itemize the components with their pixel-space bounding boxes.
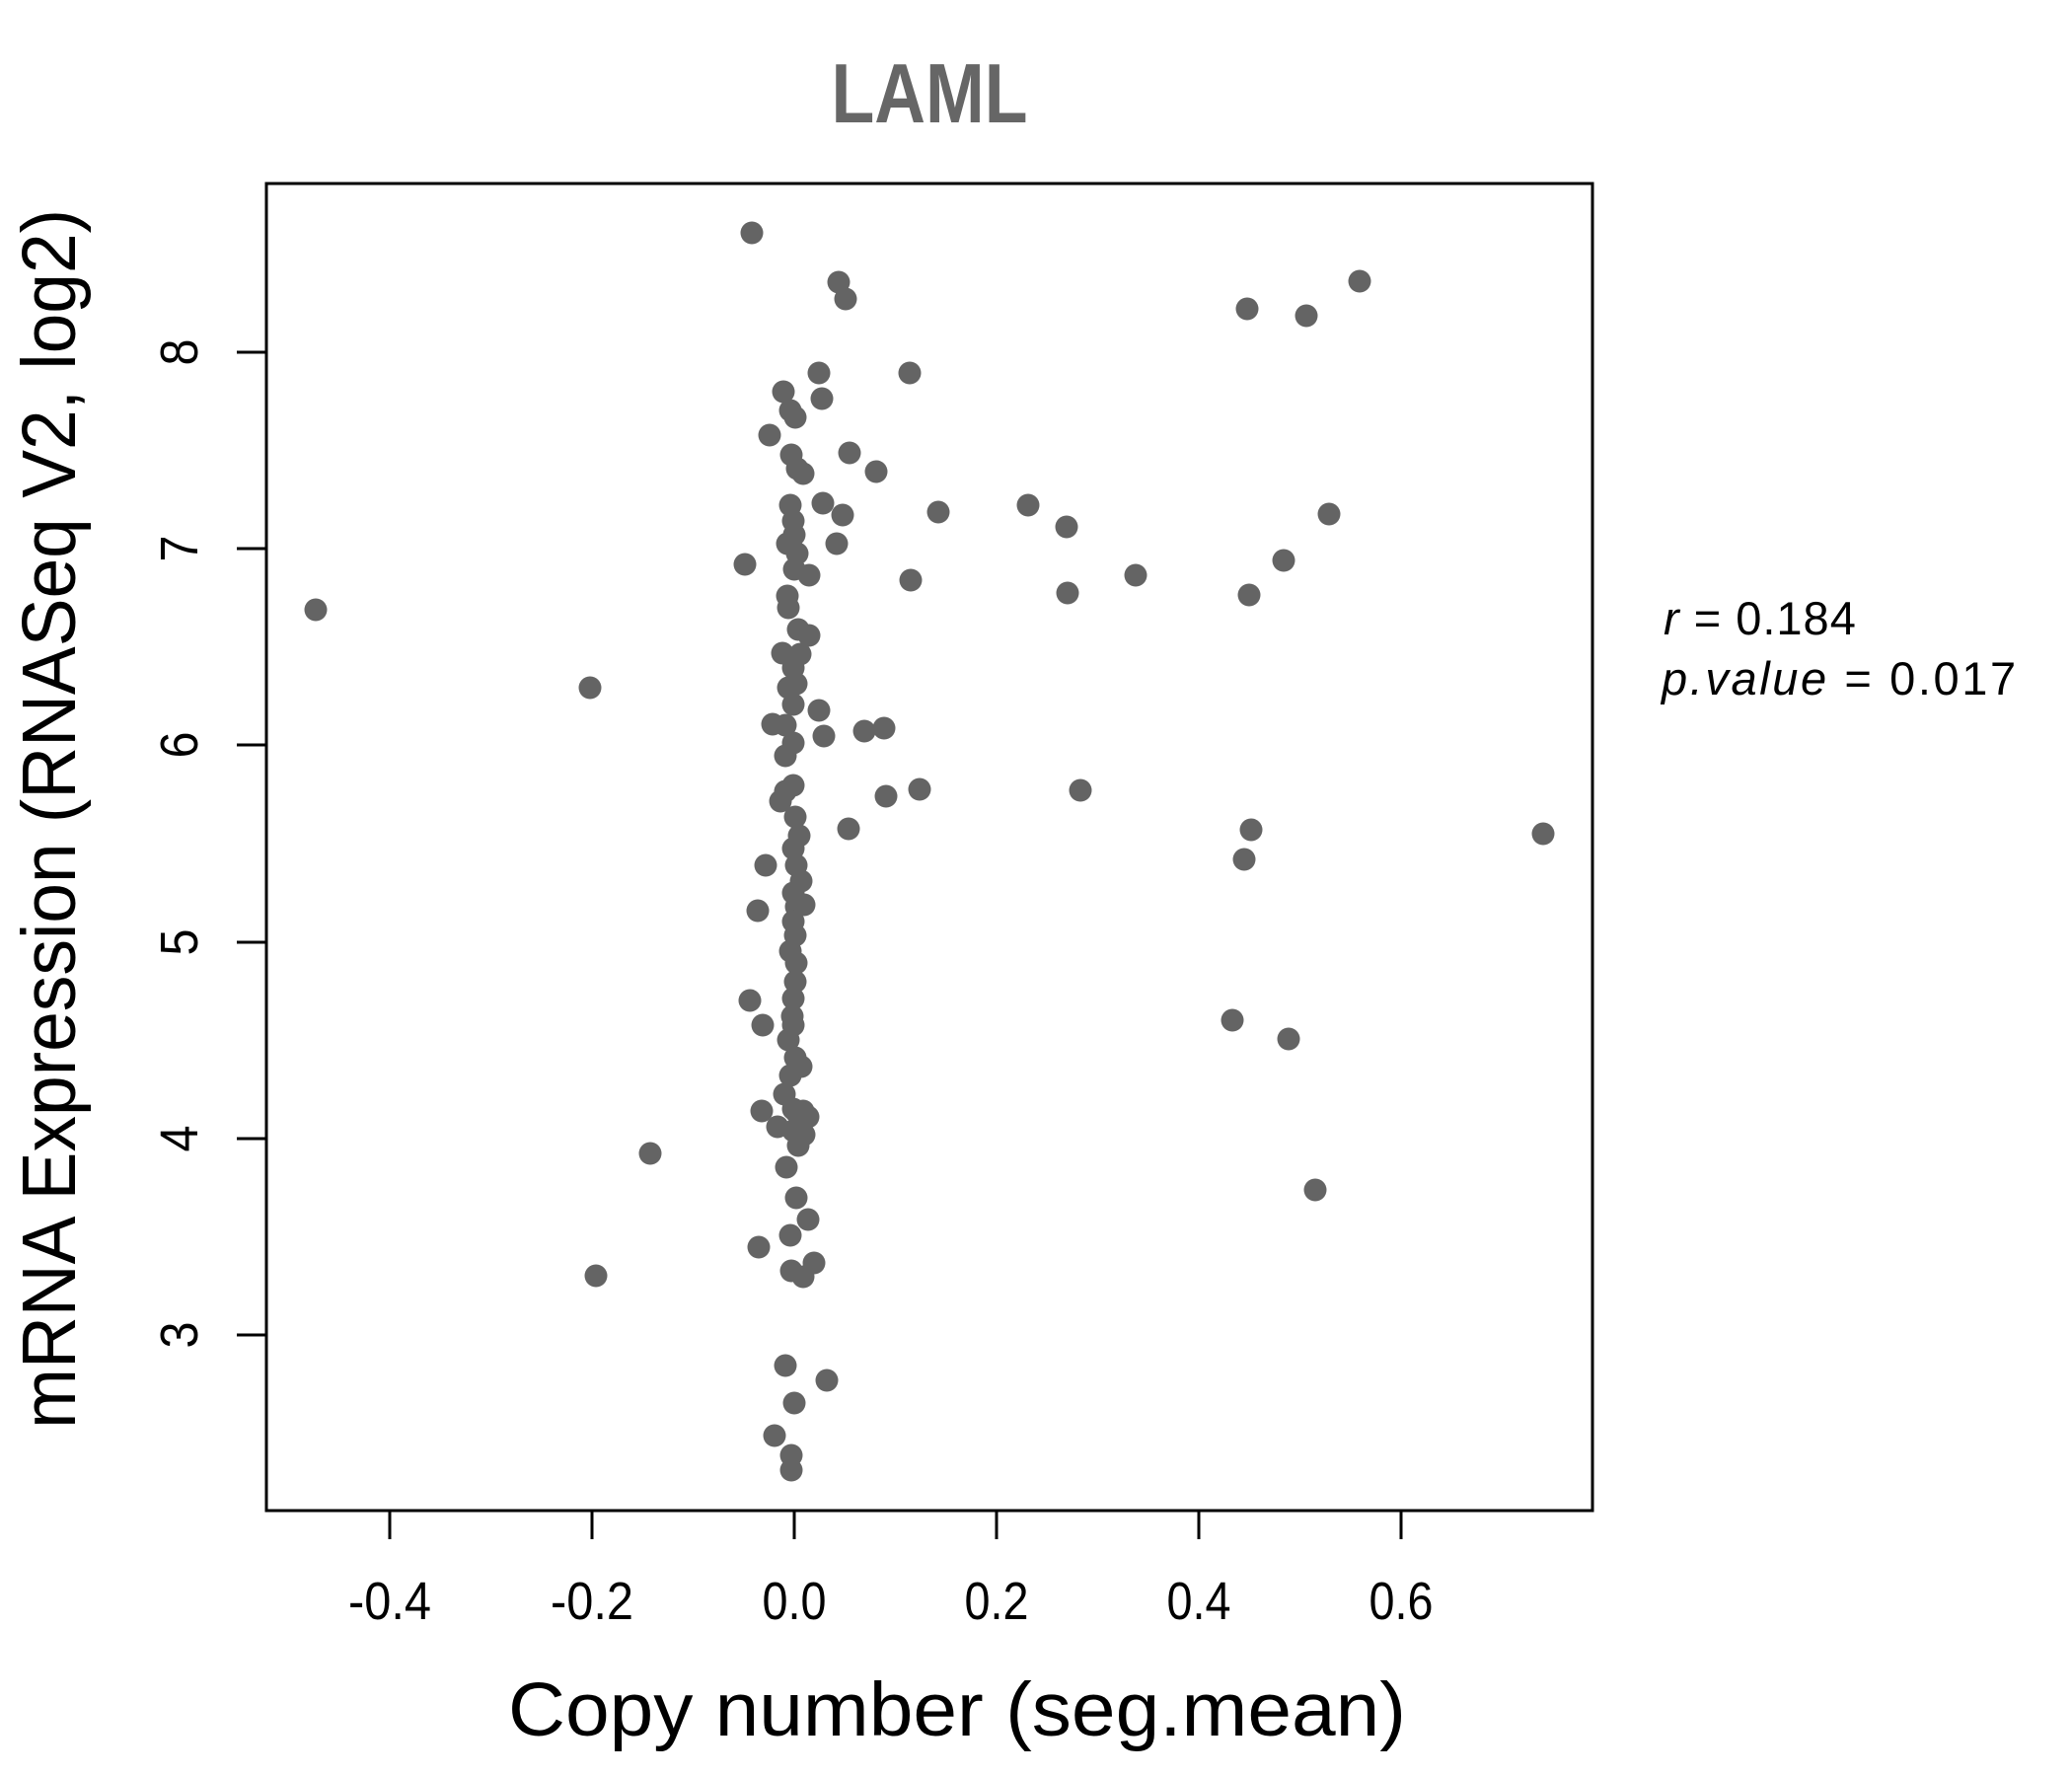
svg-text:8: 8 bbox=[150, 339, 209, 366]
svg-text:Copy number (seg.mean): Copy number (seg.mean) bbox=[508, 1667, 1406, 1752]
svg-text:7: 7 bbox=[150, 536, 209, 562]
svg-text:-0.2: -0.2 bbox=[551, 1572, 633, 1631]
svg-text:mRNA Expression (RNASeq V2, lo: mRNA Expression (RNASeq V2, log2) bbox=[7, 209, 92, 1429]
svg-text:6: 6 bbox=[150, 732, 209, 759]
svg-text:r = 0.184: r = 0.184 bbox=[1664, 592, 1857, 644]
svg-text:-0.4: -0.4 bbox=[348, 1572, 431, 1631]
svg-text:5: 5 bbox=[150, 929, 209, 956]
svg-text:LAML: LAML bbox=[832, 47, 1028, 141]
svg-text:0.6: 0.6 bbox=[1369, 1572, 1434, 1631]
svg-text:0.2: 0.2 bbox=[965, 1572, 1029, 1631]
svg-text:3: 3 bbox=[150, 1322, 209, 1349]
svg-text:4: 4 bbox=[150, 1126, 209, 1152]
svg-text:0.4: 0.4 bbox=[1167, 1572, 1231, 1631]
svg-text:p.value = 0.017: p.value = 0.017 bbox=[1660, 652, 2019, 704]
svg-text:0.0: 0.0 bbox=[763, 1572, 827, 1631]
